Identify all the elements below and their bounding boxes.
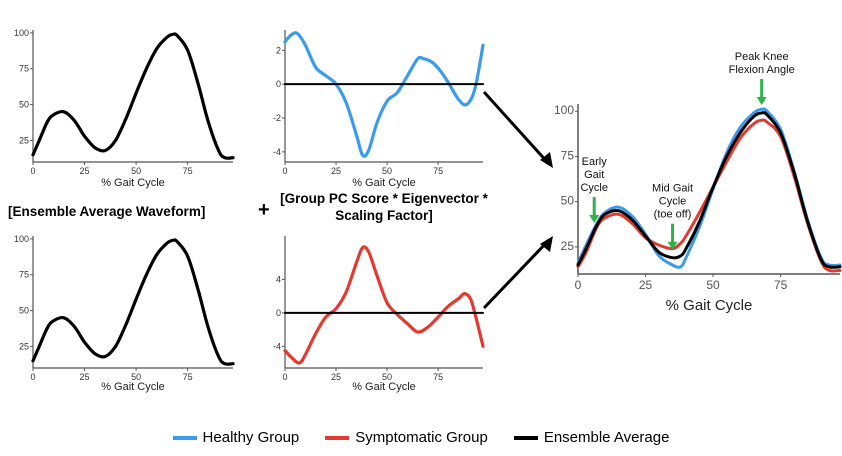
chart-ensemble-bottom: 25 50 75 100 0 25 50 75 % Gait Cycle [14,234,235,393]
x-axis-label: % Gait Cycle [352,177,416,189]
annotation-text: Mid Gait [652,183,693,195]
x-tick-label: 0 [30,372,35,382]
y-tick-label: 25 [561,239,575,253]
x-axis-label: % Gait Cycle [666,297,753,314]
y-tick-label: 25 [19,341,29,351]
y-tick-label: 100 [14,28,29,38]
y-tick-label: 4 [276,274,281,284]
x-tick-label: 75 [183,166,193,176]
annotation-arrow-head [756,97,767,106]
y-tick-label: 50 [19,100,29,110]
series-line-1 [31,32,235,160]
annotation-arrow-head [589,215,600,224]
y-tick-label: 75 [19,64,29,74]
x-tick-label: 0 [30,166,35,176]
y-tick-label: 100 [554,103,574,117]
y-tick-label: 50 [561,194,575,208]
annotation-arrow-head [667,241,678,250]
legend-swatch-healthy [172,435,197,440]
annotation-text: Peak Knee [735,51,789,63]
x-tick-label: 75 [774,278,788,292]
y-tick-label: -2 [273,113,281,123]
y-tick-label: 50 [19,306,29,316]
y-tick-label: -4 [273,341,281,351]
y-tick-label: 25 [19,135,29,145]
legend-label-ensemble: Ensemble Average [543,429,670,446]
x-tick-label: 25 [639,278,653,292]
ensemble-average-waveform-label: [Ensemble Average Waveform] [8,204,205,219]
legend-label-healthy: Healthy Group [202,429,300,446]
x-tick-label: 25 [80,166,90,176]
legend-item-ensemble: Ensemble Average [513,429,670,446]
x-tick-label: 50 [131,166,141,176]
y-tick-label: -4 [273,147,281,157]
x-tick-label: 0 [282,372,287,382]
x-axis-label: % Gait Cycle [101,381,165,393]
series-line-1 [31,238,235,366]
x-tick-label: 50 [382,372,392,382]
chart-ensemble-top: 25 50 75 100 0 25 50 75 % Gait Cycle [14,28,235,189]
series-line-1 [283,245,485,365]
annotation-text: Early [582,156,608,168]
x-tick-label: 75 [433,372,443,382]
annotation-text: (toe off) [654,209,692,221]
x-tick-label: 75 [183,372,193,382]
arrow-bottom-to-combined [482,238,551,310]
arrow-top-head [540,152,553,168]
annotation-text: Cycle [580,182,608,194]
series-line-healthy-group [576,107,842,269]
y-tick-label: 75 [19,270,29,280]
legend-item-symptomatic: Symptomatic Group [325,429,488,446]
x-tick-label: 0 [575,278,582,292]
annotation-text: Flexion Angle [729,64,795,76]
figure-canvas: [Ensemble Average Waveform] + [Group PC … [8,28,842,393]
chart-pc-symptomatic: -4 0 4 0 25 50 75 % Gait Cycle [273,236,485,393]
x-tick-label: 0 [282,166,287,176]
plus-sign: + [258,199,270,221]
x-axis-label: % Gait Cycle [101,177,165,189]
group-pc-label-line1: [Group PC Score * Eigenvector * [280,191,489,206]
legend-label-symptomatic: Symptomatic Group [355,429,488,446]
x-tick-label: 25 [331,166,341,176]
annotation-text: Cycle [659,196,687,208]
y-tick-label: 0 [276,79,281,89]
x-tick-label: 75 [433,166,443,176]
x-axis-label: % Gait Cycle [352,381,416,393]
legend-swatch-ensemble [513,435,538,440]
y-tick-label: 75 [561,148,575,162]
x-tick-label: 25 [80,372,90,382]
x-tick-label: 50 [382,166,392,176]
chart-pc-healthy: -4 -2 0 2 0 25 50 75 % Gait Cycle [273,30,485,189]
x-tick-label: 50 [706,278,720,292]
legend-item-healthy: Healthy Group [172,429,300,446]
series-line-1 [283,31,485,158]
arrow-bottom-head [540,236,553,252]
x-tick-label: 25 [331,372,341,382]
legend: Healthy Group Symptomatic Group Ensemble… [0,429,842,446]
legend-swatch-symptomatic [325,435,350,440]
y-tick-label: 2 [276,45,281,55]
group-pc-label-line2: Scaling Factor] [335,208,433,223]
y-tick-label: 0 [276,308,281,318]
annotation-text: Gait [584,169,604,181]
y-tick-label: 100 [14,234,29,244]
series-line-ensemble-average [576,111,842,269]
x-tick-label: 50 [131,372,141,382]
arrow-top-to-combined [482,90,551,166]
